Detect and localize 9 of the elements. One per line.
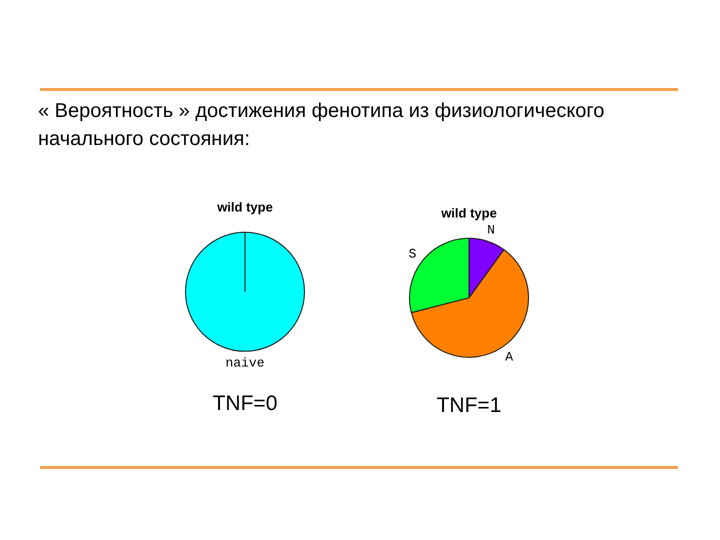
slice-label: S [408, 246, 417, 262]
slice-label: N [487, 222, 495, 238]
text: « Вероятность » достижения фенотипа из физиологического начального состояния: [38, 99, 606, 152]
text: TNF=1 [436, 394, 502, 418]
text: TNF=0 [212, 392, 278, 416]
chart-title: wild type [440, 205, 497, 220]
chart-title: wild type [216, 199, 273, 214]
slice-label: A [505, 349, 514, 364]
slice-label: naive [225, 356, 265, 371]
